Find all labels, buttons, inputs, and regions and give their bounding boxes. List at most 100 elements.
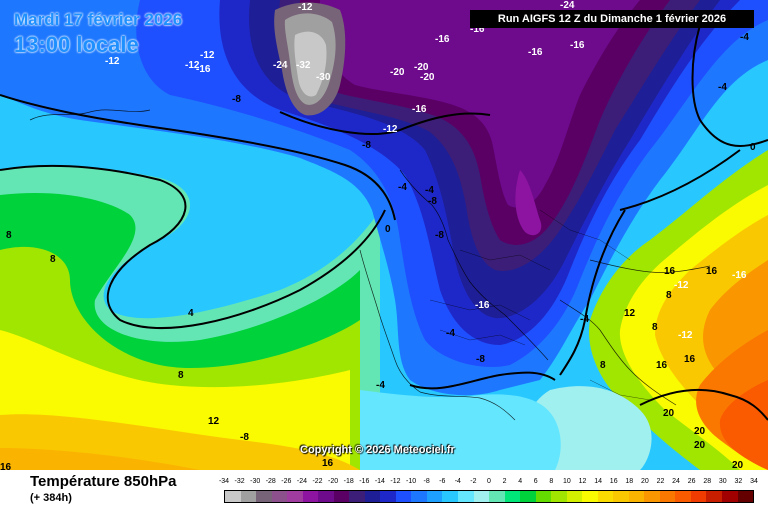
legend-swatch bbox=[271, 491, 288, 502]
legend-tick: 4 bbox=[518, 478, 523, 485]
legend-tick: 26 bbox=[687, 478, 696, 485]
legend-swatch bbox=[302, 491, 319, 502]
isotherm-label: 8 bbox=[50, 254, 56, 265]
isotherm-label: 8 bbox=[6, 230, 12, 241]
legend-tick: 16 bbox=[609, 478, 618, 485]
legend-tick: -14 bbox=[374, 478, 385, 485]
isotherm-label: -4 bbox=[425, 185, 434, 196]
legend-swatch bbox=[551, 491, 567, 502]
legend-tick-labels: -34 -32 -30 -28 -26 -24 -22 -20 -18 -16 -14 -12 -10-… bbox=[219, 478, 758, 490]
legend-tick: -10 bbox=[405, 478, 417, 485]
isotherm-label: -4 bbox=[398, 182, 407, 193]
legend-swatch bbox=[582, 491, 598, 502]
temperature-color-scale bbox=[224, 490, 754, 503]
legend-tick: 10 bbox=[563, 478, 571, 485]
legend-swatch bbox=[690, 491, 707, 502]
isotherm-label: 0 bbox=[385, 224, 391, 235]
legend-tick: 12 bbox=[578, 478, 587, 485]
isotherm-label: 16 bbox=[322, 458, 334, 469]
legend-tick: -16 bbox=[359, 478, 370, 485]
temperature-map: -12 -16 -24 -16 -16 -16 -12 -12 -16 -12 -24 -32 -30-… bbox=[0, 0, 768, 470]
isotherm-label: -4 bbox=[376, 380, 385, 391]
field-title: Température 850hPa bbox=[30, 473, 177, 490]
legend-tick: 8 bbox=[549, 478, 554, 485]
isotherm-label: -8 bbox=[476, 354, 485, 365]
legend-swatch bbox=[675, 491, 691, 502]
legend-swatch bbox=[473, 491, 490, 502]
legend-swatch bbox=[442, 491, 458, 502]
legend-swatch bbox=[737, 491, 754, 502]
legend-swatch bbox=[659, 491, 676, 502]
isotherm-label: 12 bbox=[624, 308, 636, 319]
isotherm-label: -8 bbox=[428, 196, 437, 207]
legend-tick: 2 bbox=[502, 478, 507, 485]
temperature-field: -12-16-24-16-16-16-12-12-16-12 -24 -32-30-… bbox=[0, 0, 768, 470]
isotherm-label: -24 bbox=[273, 60, 288, 71]
isotherm-label: -4 bbox=[718, 82, 727, 93]
legend-swatch bbox=[349, 491, 365, 502]
legend-tick: -22 bbox=[312, 478, 323, 485]
isotherm-label: -30 bbox=[316, 72, 331, 83]
lead-time: (+ 384h) bbox=[30, 492, 72, 504]
isotherm-label: -16 bbox=[196, 64, 211, 75]
legend-swatch bbox=[457, 491, 474, 502]
legend-tick: -32 bbox=[234, 478, 245, 485]
isotherm-label: -20 bbox=[414, 62, 429, 73]
legend-swatch bbox=[520, 491, 536, 502]
isotherm-label: -8 bbox=[435, 230, 444, 241]
legend-tick: -4 bbox=[454, 478, 461, 485]
legend-swatch bbox=[411, 491, 427, 502]
isotherm-label: 16 bbox=[0, 462, 12, 470]
isotherm-label: -16 bbox=[475, 300, 490, 311]
legend-tick: 0 bbox=[487, 478, 491, 485]
isotherm-label: 20 bbox=[694, 426, 706, 437]
isotherm-label: 20 bbox=[732, 460, 744, 470]
legend-tick: -2 bbox=[470, 478, 477, 485]
isotherm-label: 16 bbox=[664, 266, 676, 277]
isotherm-label: -20 bbox=[420, 72, 435, 83]
legend-tick: -26 bbox=[281, 478, 292, 485]
isotherm-label: -8 bbox=[232, 94, 241, 105]
isotherm-label: -12 bbox=[383, 124, 398, 135]
isotherm-label: -12 bbox=[674, 280, 689, 291]
legend-swatch bbox=[333, 491, 350, 502]
model-run-banner: Run AIGFS 12 Z du Dimanche 1 février 202… bbox=[470, 10, 754, 28]
legend-tick: 28 bbox=[703, 478, 712, 485]
isotherm-label: -16 bbox=[570, 40, 585, 51]
legend-tick: -28 bbox=[265, 478, 276, 485]
isotherm-label: 8 bbox=[652, 322, 658, 333]
legend-tick: -8 bbox=[423, 478, 430, 485]
legend-swatch bbox=[644, 491, 660, 502]
isotherm-label: -24 bbox=[560, 0, 575, 11]
legend-tick: -18 bbox=[343, 478, 354, 485]
legend-tick: -24 bbox=[296, 478, 307, 485]
isotherm-label: -16 bbox=[412, 104, 427, 115]
isotherm-label: 8 bbox=[666, 290, 672, 301]
legend-swatch bbox=[597, 491, 614, 502]
legend-swatch bbox=[380, 491, 396, 502]
legend-tick: 34 bbox=[750, 478, 758, 485]
isotherm-label: 8 bbox=[600, 360, 606, 371]
legend-swatch bbox=[566, 491, 583, 502]
isotherm-label: -4 bbox=[740, 32, 749, 43]
copyright-notice: Copyright © 2026 Meteociel.fr bbox=[300, 444, 455, 456]
legend-tick: -34 bbox=[218, 478, 230, 485]
isotherm-label: -12 bbox=[185, 60, 200, 71]
isotherm-label: 20 bbox=[694, 440, 706, 451]
legend-tick: -30 bbox=[250, 478, 261, 485]
legend-swatch bbox=[722, 491, 738, 502]
legend-swatch bbox=[504, 491, 521, 502]
legend-tick: 32 bbox=[734, 478, 743, 485]
legend-swatch bbox=[395, 491, 412, 502]
legend-swatch bbox=[426, 491, 443, 502]
legend-tick: 14 bbox=[594, 478, 602, 485]
legend-tick: 6 bbox=[533, 478, 538, 485]
legend-tick: -12 bbox=[390, 478, 401, 485]
legend-tick: 30 bbox=[718, 478, 727, 485]
legend-swatch bbox=[706, 491, 722, 502]
legend-tick: 20 bbox=[640, 478, 649, 485]
isotherm-label: -12 bbox=[105, 56, 120, 67]
isotherm-label: -16 bbox=[528, 47, 543, 58]
legend-tick: -20 bbox=[328, 478, 339, 485]
isotherm-label: 16 bbox=[656, 360, 668, 371]
